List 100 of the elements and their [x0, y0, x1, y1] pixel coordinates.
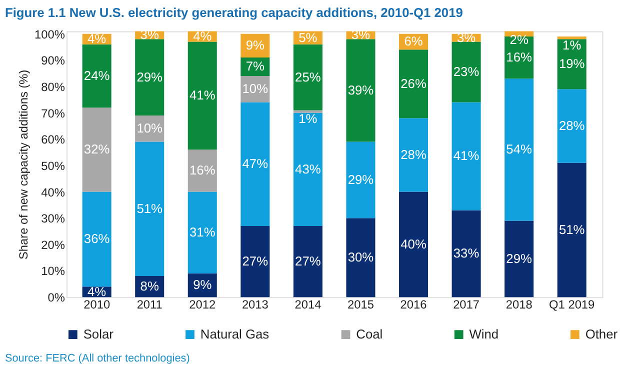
data-label: 4% [193, 28, 212, 44]
bar [346, 218, 376, 298]
data-label: 32% [84, 142, 110, 157]
bar [452, 210, 481, 298]
data-label: 43% [295, 161, 321, 176]
data-label: 51% [136, 200, 162, 216]
data-label: 26% [400, 76, 426, 91]
source-note: Source: FERC (All other technologies) [4, 352, 190, 365]
data-label: 5% [298, 30, 318, 45]
x-tick-label: 2018 [506, 298, 533, 312]
y-tick-label: 10% [41, 264, 66, 278]
bar [346, 142, 376, 218]
bar [504, 31, 534, 36]
legend-label: Natural Gas [200, 326, 270, 342]
x-tick-label: 2016 [400, 298, 428, 312]
data-label: 16% [189, 162, 216, 178]
y-tick-label: 90% [41, 54, 66, 68]
bar [557, 89, 586, 163]
bar [293, 44, 322, 110]
data-label: 23% [453, 64, 480, 79]
y-tick-label: 40% [41, 185, 66, 200]
data-label: 4% [88, 31, 106, 46]
data-label: 31% [189, 224, 216, 240]
data-label: 27% [242, 254, 268, 269]
data-label: 1% [298, 111, 318, 126]
bar [293, 112, 322, 226]
y-tick-label: 100% [34, 27, 66, 42]
bar [135, 142, 164, 276]
data-label: 29% [136, 69, 162, 84]
bar [82, 108, 112, 192]
bar [293, 110, 322, 113]
x-tick-label: Q1 2019 [549, 298, 596, 312]
bar [504, 78, 534, 221]
data-label: 40% [400, 236, 426, 252]
data-label: 29% [506, 250, 532, 266]
bar [82, 192, 112, 287]
data-label: 28% [558, 118, 585, 133]
y-axis-title: Share of new capacity additions (%) [16, 70, 31, 260]
y-tick-label: 50% [41, 158, 66, 173]
data-label: 8% [140, 278, 159, 294]
x-tick-label: 2017 [453, 298, 480, 312]
data-label: 1% [562, 37, 582, 52]
bar [188, 42, 217, 150]
data-label: 54% [506, 142, 532, 157]
x-tick-label: 2015 [348, 298, 374, 312]
data-label: 47% [242, 156, 268, 172]
data-label: 36% [84, 231, 110, 246]
data-label: 25% [295, 69, 321, 84]
y-tick-label: 70% [41, 106, 66, 120]
bar [452, 102, 481, 210]
bar [398, 118, 428, 192]
data-label: 24% [84, 68, 110, 83]
data-label: 16% [506, 50, 532, 65]
data-label: 28% [400, 146, 426, 162]
y-tick-label: 0% [48, 290, 66, 305]
data-label: 7% [246, 58, 264, 74]
bar [452, 42, 481, 102]
data-label: 4% [88, 284, 106, 299]
legend-label: Other [585, 326, 618, 342]
data-label: 6% [404, 34, 423, 49]
x-tick-label: 2012 [189, 298, 216, 312]
data-label: 10% [242, 81, 268, 96]
bar [293, 226, 322, 298]
legend-label: Solar [83, 326, 114, 342]
data-label: 41% [189, 88, 216, 103]
data-label: 51% [558, 222, 585, 237]
y-tick-label: 30% [41, 212, 66, 226]
bar [557, 162, 586, 298]
y-tick-label: 60% [41, 132, 66, 147]
data-label: 9% [246, 38, 264, 53]
x-tick-label: 2013 [242, 298, 269, 312]
data-label: 33% [453, 246, 480, 261]
legend-label: Wind [469, 326, 499, 342]
chart-title: Figure 1.1 New U.S. electricity generating capacity additions, 2010-Q1 2019 [4, 4, 463, 20]
bar [188, 192, 217, 274]
data-label: 10% [136, 120, 162, 136]
data-label: 19% [558, 56, 585, 72]
data-label: 30% [348, 250, 374, 265]
x-tick-label: 2014 [294, 298, 322, 312]
data-label: 2% [510, 32, 528, 48]
bar [240, 226, 270, 298]
data-label: 29% [348, 172, 374, 187]
data-label: 39% [348, 82, 374, 98]
bar [398, 192, 428, 298]
bar [346, 39, 376, 142]
data-label: 41% [453, 148, 480, 164]
bar [240, 102, 270, 226]
data-label: 27% [295, 254, 321, 269]
data-label: 9% [193, 277, 212, 292]
x-tick-label: 2010 [84, 298, 110, 312]
y-tick-label: 80% [41, 80, 66, 94]
legend-label: Coal [356, 326, 383, 342]
bar [398, 50, 428, 118]
bar [504, 220, 534, 298]
y-tick-label: 20% [41, 238, 66, 252]
x-tick-label: 2011 [136, 298, 163, 312]
bar [135, 39, 164, 116]
bar [82, 44, 112, 108]
bar [188, 150, 217, 192]
bar [557, 36, 586, 40]
